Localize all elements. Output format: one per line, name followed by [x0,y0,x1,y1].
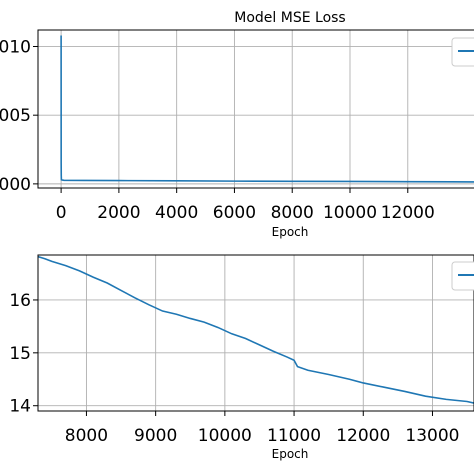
x-tick-label-0: 8000 [65,426,108,446]
x-tick-label-4: 8000 [271,203,314,223]
y-tick-label-1: 15 [9,344,31,364]
x-tick-label-5: 10000 [323,203,377,223]
axes-frame [37,29,474,189]
x-tick-label-5: 13000 [405,426,459,446]
x-axis-label: Epoch [272,225,309,239]
x-tick-label-1: 2000 [97,203,140,223]
loss-zoom-chart: 8000 9000 10000 11000 12000 13000 14 15 16 Epoch [9,254,474,461]
x-axis-label: Epoch [272,447,309,461]
axes-frame [37,254,474,412]
y-tick-label-2: 010 [0,37,31,57]
x-tick-label-0: 0 [56,203,67,223]
series-line-0 [60,35,474,183]
x-tick-label-1: 9000 [134,426,177,446]
x-tick-label-2: 10000 [198,426,252,446]
x-tick-label-4: 12000 [336,426,390,446]
x-tick-label-6: 12000 [381,203,435,223]
x-tick-label-3: 11000 [267,426,321,446]
x-tick-label-3: 6000 [213,203,256,223]
series-line-0 [37,255,474,404]
y-tick-label-0: 14 [9,397,31,417]
y-tick-label-0: .000 [0,175,31,195]
y-tick-label-2: 16 [9,291,31,311]
chart-title: Model MSE Loss [234,10,345,26]
y-tick-label-1: 005 [0,106,31,126]
x-tick-label-2: 4000 [155,203,198,223]
